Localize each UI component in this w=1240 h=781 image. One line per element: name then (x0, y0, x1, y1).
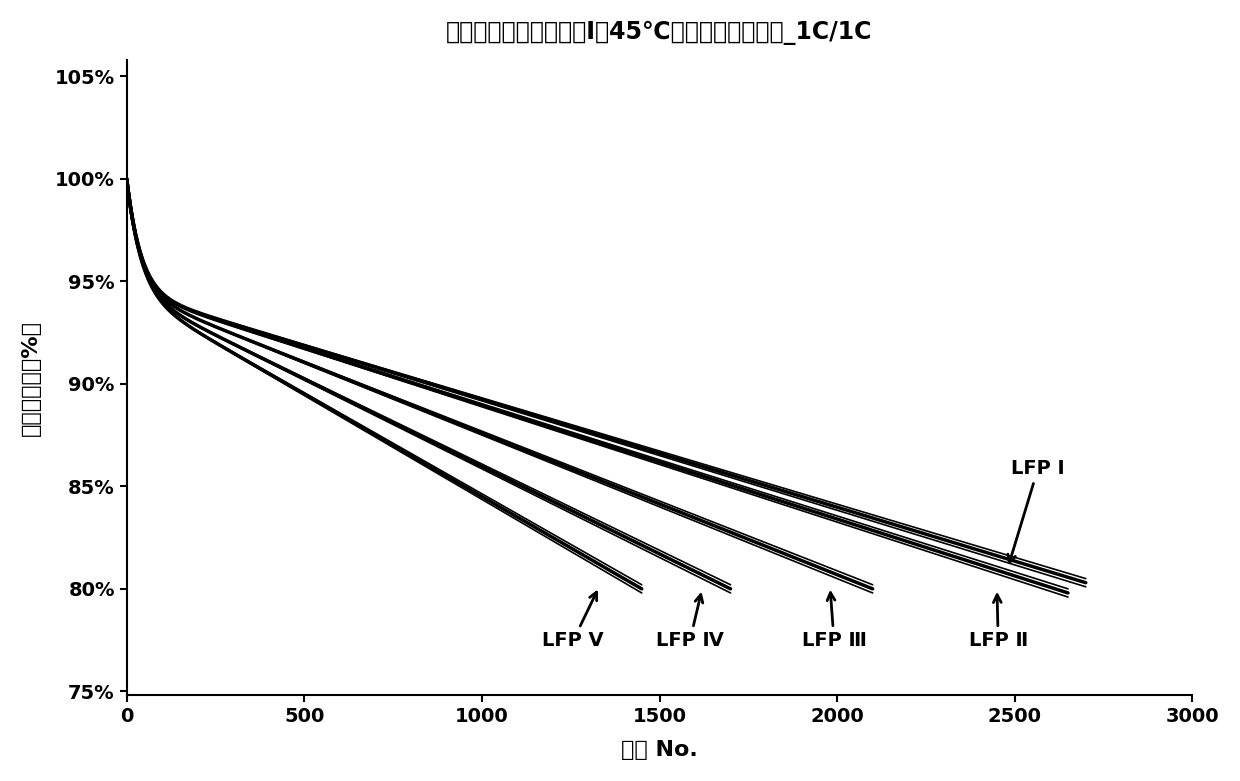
X-axis label: 循环 No.: 循环 No. (621, 740, 698, 760)
Y-axis label: 容量保持率（%）: 容量保持率（%） (21, 319, 41, 436)
Text: LFP Ⅱ: LFP Ⅱ (968, 594, 1028, 651)
Title: 不同正极材料搭配石墨Ⅰ在45℃下的循环衰减曲线_1C/1C: 不同正极材料搭配石墨Ⅰ在45℃下的循环衰减曲线_1C/1C (446, 21, 873, 45)
Text: LFP Ⅲ: LFP Ⅲ (801, 593, 867, 651)
Text: LFP Ⅰ: LFP Ⅰ (1008, 459, 1065, 563)
Text: LFP Ⅴ: LFP Ⅴ (542, 592, 604, 651)
Text: LFP Ⅳ: LFP Ⅳ (656, 594, 724, 651)
